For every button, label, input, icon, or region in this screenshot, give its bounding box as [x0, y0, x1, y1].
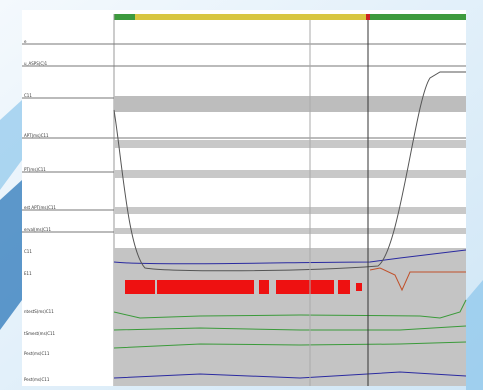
trace	[113, 371, 467, 379]
red-block	[125, 280, 155, 294]
band	[114, 140, 466, 148]
red-blocks	[125, 280, 362, 294]
row-label: PT(ms)C11	[24, 167, 46, 172]
status-bar	[114, 14, 135, 20]
traces	[113, 71, 467, 379]
status-bar	[366, 14, 370, 20]
row-label: E11	[24, 271, 32, 276]
trace	[113, 299, 467, 319]
decor-stripe	[0, 180, 22, 330]
labels: e u_ASPS(C)1 C11 APT(ms)C11 PT(ms)C11 est APT…	[24, 39, 56, 382]
row-label: Pest(ms)C11	[24, 351, 50, 356]
decor-stripe	[466, 280, 483, 390]
trace	[113, 341, 467, 349]
curve	[113, 71, 466, 272]
row-label: tSmest(ms)C11	[24, 331, 56, 336]
decor-stripe	[0, 100, 22, 190]
red-block	[338, 280, 350, 294]
status-bar	[135, 14, 366, 20]
row-label: e	[24, 39, 27, 44]
row-label: ntestS(ms)C11	[24, 309, 54, 314]
band	[114, 170, 466, 178]
row-label: u_ASPS(C)1	[24, 61, 48, 66]
trace	[113, 325, 467, 331]
row-label: C11	[24, 249, 32, 254]
row-label: est APT(ms)C11	[24, 205, 56, 210]
band	[114, 207, 466, 214]
row-label: Pest(ms)C11	[24, 377, 50, 382]
trace	[113, 249, 467, 265]
red-block	[157, 280, 254, 294]
row-label: erval(ms)C11	[24, 227, 51, 232]
row-label: APT(ms)C11	[24, 133, 49, 138]
band	[114, 228, 466, 234]
row-label: C11	[24, 93, 32, 98]
trace	[369, 267, 466, 292]
red-block	[276, 280, 334, 294]
red-block	[259, 280, 269, 294]
red-block	[356, 283, 362, 291]
band	[114, 96, 466, 112]
status-bar	[370, 14, 466, 20]
